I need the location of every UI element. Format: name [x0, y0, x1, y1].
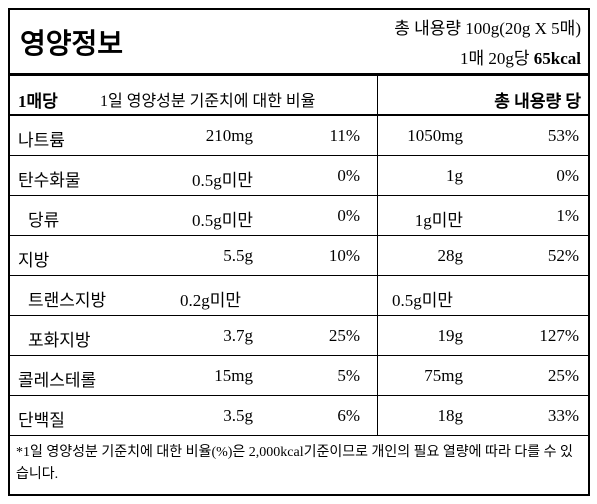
percent: 6% — [337, 406, 360, 425]
total-percent: 52% — [547, 246, 579, 265]
nutrient-name: 포화지방 — [28, 331, 91, 350]
total-amount: 18g — [437, 406, 464, 425]
nutrient-name: 트랜스지방 — [28, 291, 107, 310]
divider — [10, 73, 588, 76]
total-content: 총 내용량 100g(20g X 5매) — [394, 19, 581, 38]
row-line — [10, 355, 588, 356]
nutrient-name: 지방 — [18, 251, 50, 270]
total-percent: 33% — [547, 406, 579, 425]
nutrient-name: 나트륨 — [18, 131, 65, 150]
amount: 0.5g미만 — [191, 171, 253, 190]
total-percent: 0% — [556, 166, 579, 185]
percent: 10% — [328, 246, 360, 265]
amount: 3.7g — [223, 326, 253, 345]
nutrient-name: 콜레스테롤 — [18, 371, 97, 390]
row-line — [10, 315, 588, 316]
total-percent: 25% — [547, 366, 579, 385]
per-total: 총 내용량 당 — [494, 92, 581, 111]
row-line — [10, 275, 588, 276]
row-line — [10, 395, 588, 396]
amount: 0.5g미만 — [191, 211, 253, 230]
serving-info: 1매 20g당 65kcal — [460, 44, 581, 69]
nutrient-name: 단백질 — [18, 411, 65, 430]
total-amount: 28g — [437, 246, 464, 265]
percent: 25% — [328, 326, 360, 345]
amount: 5.5g — [223, 246, 253, 265]
column-divider — [377, 76, 378, 435]
percent: 0% — [337, 166, 360, 185]
divider — [10, 435, 588, 436]
total-amount: 0.5g미만 — [392, 291, 454, 310]
footnote: *1일 영양성분 기준치에 대한 비율(%)은 2,000kcal기준이므로 개… — [16, 445, 573, 482]
row-line — [10, 195, 588, 196]
kcal: 65kcal — [533, 49, 581, 68]
total-percent: 1% — [556, 206, 579, 225]
title: 영양정보 — [20, 29, 124, 60]
amount: 0.2g미만 — [180, 291, 242, 310]
total-amount: 75mg — [424, 366, 463, 385]
row-line — [10, 235, 588, 236]
nutrient-name: 탄수화물 — [18, 171, 81, 190]
total-percent: 53% — [547, 126, 579, 145]
total-amount: 1050mg — [407, 126, 463, 145]
nutrient-name: 당류 — [28, 211, 60, 230]
amount: 3.5g — [223, 406, 253, 425]
serving: 1매 20g당 — [459, 49, 530, 68]
total-amount: 1g — [446, 166, 463, 185]
label-border — [8, 8, 590, 496]
percent: 5% — [337, 366, 360, 385]
total-amount: 1g미만 — [414, 211, 463, 230]
total-percent: 127% — [539, 326, 579, 345]
amount: 210mg — [205, 126, 253, 145]
ratio-header: 1일 영양성분 기준치에 대한 비율 — [100, 93, 316, 110]
divider — [10, 114, 588, 116]
percent: 11% — [329, 126, 360, 145]
percent: 0% — [337, 206, 360, 225]
total-amount: 19g — [437, 326, 464, 345]
row-line — [10, 155, 588, 156]
amount: 15mg — [214, 366, 253, 385]
per-serving: 1매당 — [18, 92, 58, 111]
